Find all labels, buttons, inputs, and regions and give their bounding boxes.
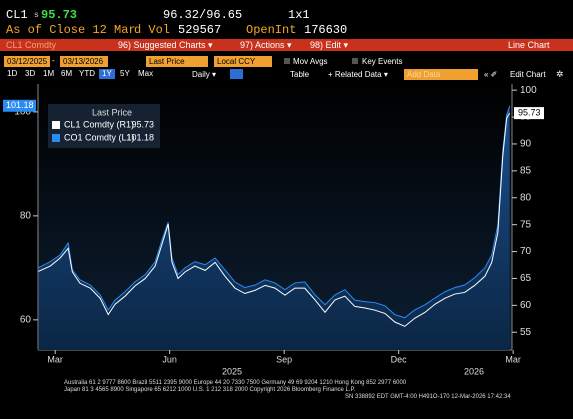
end-date[interactable]: 03/13/2026: [60, 56, 108, 67]
legend-box: [48, 104, 160, 148]
series-line: [38, 105, 511, 319]
edit-chart[interactable]: Edit Chart: [510, 70, 546, 79]
legend-name: CL1 Comdty (R1): [64, 119, 134, 129]
settings-icon[interactable]: ✲: [556, 69, 564, 79]
security[interactable]: CL1 Comdty: [6, 40, 57, 50]
chart-type[interactable]: Line Chart: [508, 40, 550, 50]
series-line: [38, 112, 511, 327]
bid-ask: 96.32/96.65: [163, 8, 243, 22]
price: 95.73: [41, 8, 78, 22]
y2-tick-label: 80: [520, 192, 532, 203]
x-tick-label: Mar: [47, 354, 63, 364]
oi-label: OpenInt: [246, 23, 297, 37]
y2-tick-label: 60: [520, 300, 532, 311]
arrows[interactable]: « ✐: [484, 70, 498, 79]
x-tick-label: Sep: [276, 354, 292, 364]
last-value-box: [514, 107, 544, 120]
x-tick-label: Jun: [162, 354, 177, 364]
period-button[interactable]: 1D: [7, 69, 18, 78]
y2-tick-label: 55: [520, 327, 532, 338]
y-tick-label: 100: [14, 107, 31, 118]
last-value-label: 101.18: [6, 100, 34, 110]
legend-swatch: [52, 121, 60, 129]
legend-swatch: [52, 134, 60, 142]
legend-title: Last Price: [92, 107, 132, 117]
legend-name: CO1 Comdty (L1): [64, 132, 135, 142]
oi: 176630: [304, 23, 348, 37]
menu-bar: [0, 39, 573, 51]
x-tick-label: Mar: [505, 354, 521, 364]
field[interactable]: Last Price: [146, 56, 208, 67]
y-tick-label: 60: [20, 314, 32, 325]
last-value-box: [3, 99, 36, 112]
line-icon[interactable]: [230, 69, 243, 79]
y2-tick-label: 100: [520, 85, 537, 96]
menu-item[interactable]: 97) Actions ▾: [240, 40, 292, 50]
menu-item[interactable]: 96) Suggested Charts ▾: [118, 40, 213, 50]
as-of: As of Close 12 Mar: [6, 23, 136, 37]
period-button[interactable]: 1M: [43, 69, 55, 78]
table-button[interactable]: Table: [290, 70, 310, 79]
period-button[interactable]: 3D: [25, 69, 36, 78]
period-button[interactable]: YTD: [79, 69, 95, 78]
key-events[interactable]: Key Events: [362, 57, 403, 66]
add-data[interactable]: Add Data: [404, 69, 478, 80]
y-tick-label: 80: [20, 211, 32, 222]
period-button[interactable]: 6M: [61, 69, 73, 78]
period-button[interactable]: Max: [138, 69, 154, 78]
vol-label: d Vol: [134, 23, 171, 37]
year-label: 2026: [464, 366, 484, 376]
size: 1x1: [288, 8, 310, 22]
period-button[interactable]: 1Y: [99, 69, 115, 79]
dash: -: [52, 56, 55, 65]
price-prefix: s: [34, 11, 39, 20]
currency[interactable]: Local CCY: [214, 56, 272, 67]
footer: Japan 81 3 4565 8900 Singapore 65 6212 1…: [64, 387, 356, 393]
y2-tick-label: 85: [520, 165, 532, 176]
checkbox[interactable]: [352, 58, 358, 64]
vol: 529567: [178, 23, 222, 37]
last-value-label: 95.73: [518, 107, 541, 117]
x-tick-label: Dec: [391, 354, 408, 364]
y2-tick-label: 75: [520, 219, 532, 230]
start-date[interactable]: 03/12/2025: [4, 56, 50, 67]
legend-value: 101.18: [126, 132, 154, 142]
ticker: CL1: [6, 8, 28, 22]
y2-tick-label: 90: [520, 139, 532, 150]
frequency[interactable]: Daily ▾: [192, 70, 217, 79]
footer: Australia 61 2 9777 8600 Brazil 5511 239…: [64, 380, 407, 386]
footer: SN 338892 EDT GMT-4:00 H491O-170 12-Mar-…: [345, 394, 511, 400]
year-label: 2025: [222, 366, 242, 376]
mov-avgs[interactable]: Mov Avgs: [293, 57, 328, 66]
checkbox[interactable]: [284, 58, 290, 64]
period-button[interactable]: 5Y: [120, 69, 130, 78]
menu-item[interactable]: 98) Edit ▾: [310, 40, 349, 50]
y2-tick-label: 65: [520, 273, 532, 284]
series-area: [38, 105, 510, 350]
related-data[interactable]: + Related Data ▾: [328, 70, 388, 79]
legend-value: 95.73: [131, 119, 154, 129]
y2-tick-label: 70: [520, 246, 532, 257]
